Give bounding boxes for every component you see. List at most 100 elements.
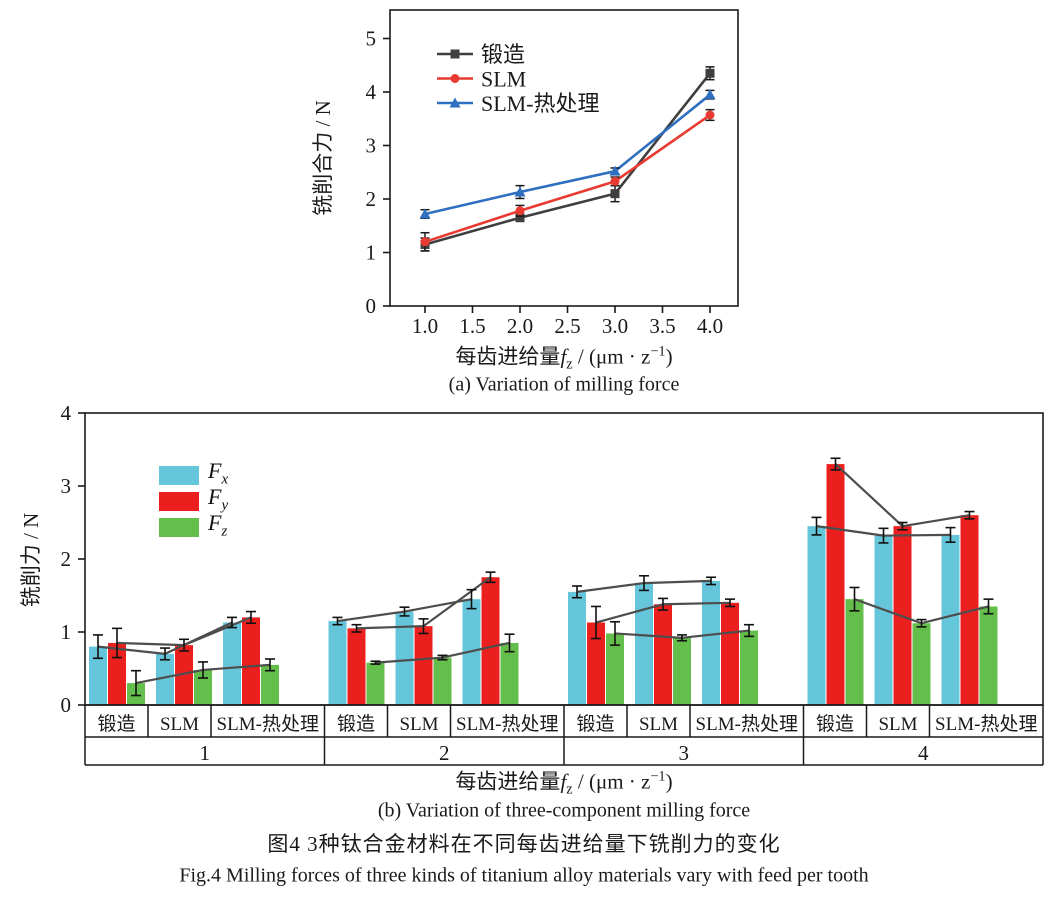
x-label-symbol: f bbox=[560, 769, 567, 794]
svg-text:1: 1 bbox=[200, 741, 211, 765]
svg-text:SLM-热处理: SLM-热处理 bbox=[217, 713, 319, 735]
bar-Fx-g4-锻造 bbox=[807, 526, 826, 705]
svg-text:0: 0 bbox=[366, 294, 377, 318]
legend-label-Fz: Fz bbox=[208, 510, 228, 540]
svg-text:SLM-热处理: SLM-热处理 bbox=[696, 713, 798, 735]
svg-text:5: 5 bbox=[366, 27, 377, 51]
figure-caption-english: Fig.4 Milling forces of three kinds of t… bbox=[179, 864, 869, 887]
x-label-subscript: z bbox=[566, 781, 573, 798]
bar-Fy-g3-SLM bbox=[654, 604, 672, 705]
chart-b-caption: (b) Variation of three-component milling… bbox=[377, 799, 751, 822]
svg-text:1.5: 1.5 bbox=[459, 314, 485, 338]
x-label-text: 每齿进给量 bbox=[455, 769, 561, 794]
svg-text:1: 1 bbox=[61, 620, 72, 644]
svg-text:锻造: 锻造 bbox=[97, 713, 135, 735]
bar-Fz-g2-锻造 bbox=[366, 662, 385, 705]
svg-text:2: 2 bbox=[439, 741, 450, 765]
svg-text:SLM: SLM bbox=[399, 714, 438, 735]
x-label-units: / (μm · z bbox=[572, 769, 651, 794]
bar-Fx-g3-锻造 bbox=[568, 591, 586, 705]
three-component-milling-force-bar-chart: 0 1 2 3 4 锻造 SLM SLM-热处理 1 锻造 SLM SLM-热处理 2 锻造 SLM SLM-… bbox=[61, 401, 1044, 766]
svg-text:锻造: 锻造 bbox=[481, 42, 525, 67]
x-label-superscript: −1 bbox=[650, 768, 666, 785]
svg-text:锻造: 锻造 bbox=[337, 713, 375, 735]
svg-text:0: 0 bbox=[61, 693, 72, 717]
x-label-symbol: f bbox=[560, 344, 567, 369]
bar-Fx-g1-SLM bbox=[156, 653, 174, 705]
svg-text:2: 2 bbox=[61, 547, 72, 571]
svg-text:SLM: SLM bbox=[639, 714, 678, 735]
bar-Fx-g1-SLM-热处理 bbox=[223, 622, 241, 705]
bar-Fy-g2-SLM bbox=[414, 626, 433, 705]
legend-label-Fx: Fx bbox=[208, 458, 229, 488]
bar-Fy-g2-SLM-热处理 bbox=[481, 577, 500, 705]
x-label-close: ) bbox=[665, 769, 673, 794]
legend-label-Fy: Fy bbox=[208, 484, 229, 514]
chart-b-bars bbox=[89, 464, 998, 705]
x-label-superscript: −1 bbox=[650, 343, 666, 360]
bar-Fz-g2-SLM bbox=[433, 657, 452, 705]
chart-b-y-axis-label: 铣削力 / N bbox=[19, 512, 43, 608]
chart-b-x-axis-table: 锻造 SLM SLM-热处理 1 锻造 SLM SLM-热处理 2 锻造 SLM SLM-热处理 3 锻… bbox=[84, 704, 1044, 766]
chart-a-series-1 bbox=[420, 108, 715, 252]
svg-text:4: 4 bbox=[61, 401, 72, 425]
x-label-units: / (μm · z bbox=[572, 344, 651, 369]
figure-caption-chinese: 图4 3种钛合金材料在不同每齿进给量下铣削力的变化 bbox=[267, 832, 781, 856]
legend-swatch-Fz bbox=[159, 518, 199, 537]
bar-Fx-g3-SLM bbox=[635, 583, 653, 705]
svg-text:SLM-热处理: SLM-热处理 bbox=[456, 713, 558, 735]
svg-text:4: 4 bbox=[918, 741, 929, 765]
chart-b-plot: 0 1 2 3 4 锻造 SLM SLM-热处理 1 锻造 SLM SLM-热处理 2 锻造 SLM SLM-… bbox=[61, 401, 1044, 766]
bar-Fz-g1-SLM-热处理 bbox=[261, 664, 279, 705]
chart-a-caption: (a) Variation of milling force bbox=[448, 373, 680, 396]
svg-text:4: 4 bbox=[366, 80, 377, 104]
bar-Fy-g1-SLM-热处理 bbox=[242, 617, 260, 705]
chart-a-y-ticks: 0 1 2 3 4 5 bbox=[366, 27, 390, 318]
bar-Fz-g4-锻造 bbox=[845, 599, 864, 705]
legend-swatch-Fy bbox=[159, 492, 199, 511]
chart-a-axes-box bbox=[389, 9, 739, 307]
svg-text:3.5: 3.5 bbox=[649, 314, 675, 338]
svg-text:SLM: SLM bbox=[481, 67, 526, 92]
chart-b-legend-item-Fy: Fy bbox=[159, 486, 228, 514]
svg-text:锻造: 锻造 bbox=[816, 713, 854, 735]
svg-text:3: 3 bbox=[366, 134, 377, 158]
bar-Fz-g4-SLM-热处理 bbox=[979, 606, 998, 705]
bar-Fx-g1-锻造 bbox=[89, 646, 107, 705]
legend-swatch-Fx bbox=[159, 466, 199, 485]
bar-Fy-g3-SLM-热处理 bbox=[721, 602, 739, 705]
bar-Fx-g4-SLM-热处理 bbox=[941, 534, 960, 705]
chart-b-legend-item-Fz: Fz bbox=[159, 512, 228, 540]
bar-Fz-g4-SLM bbox=[912, 623, 931, 705]
chart-b-x-axis-label: 每齿进给量fz / (μm · z−1) bbox=[455, 765, 672, 798]
bar-Fx-g4-SLM bbox=[874, 535, 893, 705]
x-label-text: 每齿进给量 bbox=[455, 344, 561, 369]
bar-Fy-g2-锻造 bbox=[347, 628, 366, 705]
chart-a-x-ticks: 1.0 1.5 2.0 2.5 3.0 3.5 4.0 bbox=[412, 306, 723, 338]
chart-a-x-axis-label: 每齿进给量fz / (μm · z−1) bbox=[455, 340, 672, 373]
bar-Fz-g2-SLM-热处理 bbox=[500, 642, 519, 705]
bar-Fx-g2-锻造 bbox=[328, 621, 347, 705]
bar-Fz-g3-SLM-热处理 bbox=[740, 630, 758, 705]
svg-text:3: 3 bbox=[679, 741, 690, 765]
chart-a-y-axis-label: 铣削合力 / N bbox=[311, 100, 335, 216]
svg-text:2.0: 2.0 bbox=[507, 314, 533, 338]
chart-b-y-ticks: 0 1 2 3 4 bbox=[61, 401, 85, 717]
chart-b-legend: Fx Fy Fz bbox=[159, 460, 228, 540]
svg-text:4.0: 4.0 bbox=[697, 314, 723, 338]
bar-Fy-g1-SLM bbox=[175, 645, 193, 705]
svg-text:SLM: SLM bbox=[160, 714, 199, 735]
bar-Fx-g3-SLM-热处理 bbox=[702, 580, 720, 705]
chart-a-series-2 bbox=[419, 89, 716, 220]
x-label-close: ) bbox=[665, 344, 673, 369]
bar-Fx-g2-SLM bbox=[395, 611, 414, 705]
x-label-subscript: z bbox=[566, 356, 573, 373]
bar-Fz-g3-锻造 bbox=[606, 633, 624, 705]
svg-text:2: 2 bbox=[366, 187, 377, 211]
svg-text:SLM: SLM bbox=[878, 714, 917, 735]
svg-text:3.0: 3.0 bbox=[602, 314, 628, 338]
svg-text:1.0: 1.0 bbox=[412, 314, 438, 338]
